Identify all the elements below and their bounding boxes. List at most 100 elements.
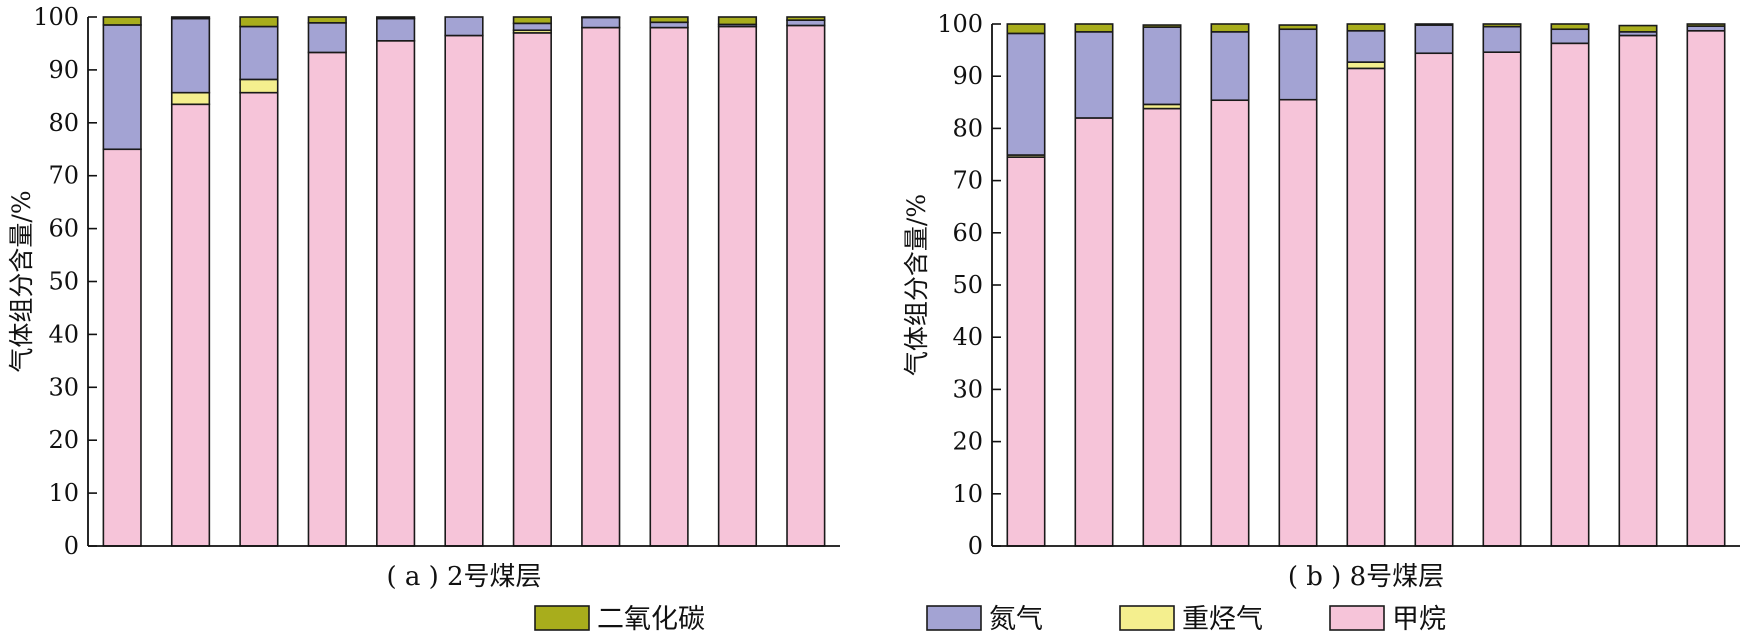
y-tick-label: 0 [64,532,79,560]
y-tick-label: 60 [48,215,79,243]
y-tick-label: 40 [952,323,983,351]
bar-co2-10 [717,16,758,26]
bar-ch4-3 [1142,107,1182,547]
bar-co2-9 [649,16,689,24]
panel-caption: ( a ) 2号煤层 [386,562,541,592]
bar-ch4-9 [1550,42,1590,547]
bar-n2-3 [1142,26,1182,106]
y-tick-label: 100 [33,3,79,31]
y-tick-label: 50 [48,268,79,296]
bar-heavy-3 [239,78,279,94]
bar-heavy-6 [1346,61,1386,70]
y-tick-label: 90 [48,56,79,84]
bar-ch4-1 [102,148,142,547]
y-tick-label: 70 [48,162,79,190]
bar-co2-7 [512,16,552,25]
bar-n2-6 [444,16,484,37]
bar-co2-11 [786,16,826,21]
y-axis-label: 气体组分含量/% [902,194,931,376]
bar-ch4-2 [170,103,211,547]
bar-co2-4 [1210,23,1250,33]
bar-co2-2 [1074,23,1114,33]
bar-n2-8 [1482,25,1522,53]
legend-label-heavy: 重烃气 [1182,604,1263,635]
y-tick-label: 80 [48,109,79,137]
bar-co2-9 [1550,23,1590,31]
legend-label-co2: 二氧化碳 [597,604,705,635]
panel-b: 0 10 20 30 40 50 60 70 80 90 100 气体组分含量/% ( b ) 8号煤层 [902,10,1740,592]
bar-n2-2 [170,17,211,94]
bar-co2-8 [581,16,621,19]
bar-n2-9 [1550,28,1590,45]
bar-co2-8 [1482,23,1522,28]
bar-ch4-7 [512,32,552,547]
bar-ch4-7 [1414,52,1454,547]
y-tick-label: 60 [952,219,983,247]
panel-a: 0 10 20 30 40 50 60 70 80 90 100 气体组分含量/% ( a ) 2号煤层 [7,3,840,592]
bar-ch4-3 [239,91,279,547]
y-tick-label: 20 [952,428,983,456]
legend: 二氧化碳 氮气 重烃气 甲烷 [534,604,1446,635]
bar-n2-7 [512,22,552,32]
bar-co2-6 [1346,23,1386,32]
bar-n2-2 [1074,31,1114,119]
bar-n2-5 [376,17,416,42]
bar-ch4-5 [376,40,416,547]
bar-co2-7 [1414,23,1454,26]
y-tick-label: 20 [48,426,79,454]
bar-ch4-1 [1006,156,1046,547]
bar-co2-3 [239,16,279,28]
bar-n2-4 [307,22,347,54]
bar-co2-1 [1006,23,1046,35]
y-tick-label: 40 [48,320,79,348]
bar-ch4-8 [581,26,621,547]
bar-ch4-11 [1686,29,1726,547]
bar-n2-1 [102,24,142,151]
y-tick-label: 30 [48,373,79,401]
y-tick-label: 50 [952,271,983,299]
bar-ch4-2 [1074,117,1114,547]
bar-co2-5 [1278,24,1318,31]
legend-swatch-ch4 [1329,605,1385,631]
bar-ch4-10 [717,25,758,547]
y-tick-label: 70 [952,167,983,195]
bar-n2-6 [1346,29,1386,63]
y-tick-label: 100 [937,10,983,38]
y-tick-label: 90 [952,62,983,90]
bar-co2-3 [1142,24,1182,28]
y-tick-label: 30 [952,375,983,403]
legend-swatch-co2 [534,605,590,631]
y-tick-label: 10 [952,480,983,508]
panel-caption: ( b ) 8号煤层 [1288,562,1444,592]
legend-label-ch4: 甲烷 [1392,604,1446,635]
legend-swatch-heavy [1119,605,1175,631]
legend-swatch-n2 [926,605,982,631]
bar-heavy-2 [170,91,211,106]
bar-n2-4 [1210,31,1250,102]
bar-n2-5 [1278,28,1318,101]
bar-n2-7 [1414,24,1454,55]
y-axis-label: 气体组分含量/% [7,190,36,372]
bar-n2-1 [1006,32,1046,156]
bar-co2-4 [307,16,347,24]
bar-co2-11 [1686,23,1726,27]
bar-ch4-5 [1278,98,1318,547]
bar-co2-2 [170,16,211,20]
bar-co2-1 [102,16,142,26]
bar-ch4-11 [786,24,826,547]
bar-ch4-6 [1346,67,1386,547]
y-tick-label: 10 [48,479,79,507]
bar-ch4-4 [307,51,347,547]
y-tick-label: 80 [952,114,983,142]
bar-n2-3 [239,25,279,81]
bar-ch4-4 [1210,99,1250,547]
bar-co2-5 [376,16,416,20]
bar-ch4-10 [1618,34,1658,547]
bar-ch4-8 [1482,51,1522,547]
bar-ch4-6 [444,34,484,547]
y-tick-label: 0 [968,532,983,560]
bar-n2-8 [581,16,621,29]
legend-label-n2: 氮气 [989,604,1043,635]
bar-ch4-9 [649,26,689,547]
